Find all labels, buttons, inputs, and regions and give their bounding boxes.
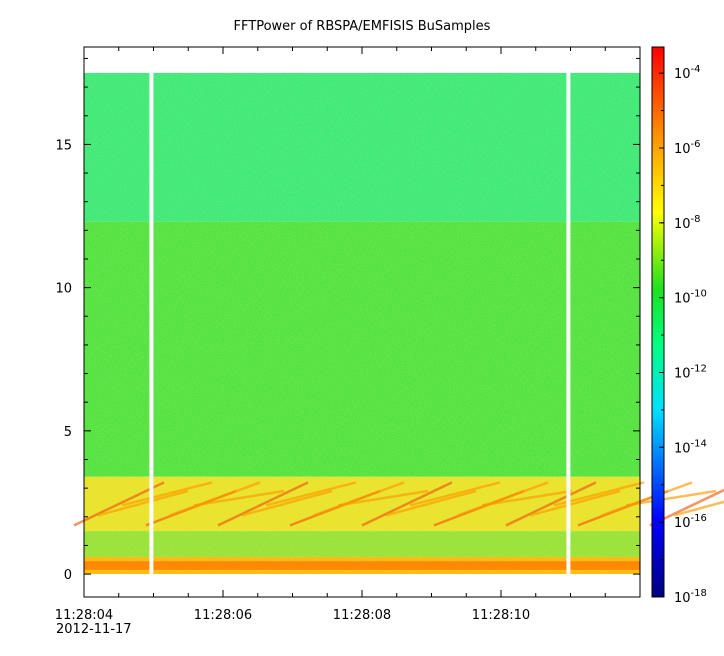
colorbar-tick-label: 10-6 <box>674 139 701 157</box>
chorus-streak <box>457 481 549 517</box>
chorus-streak <box>625 489 717 507</box>
colorbar-tick-label: 10-16 <box>674 513 707 531</box>
colorbar-tick-label: 10-8 <box>674 214 701 232</box>
y-tick-label: 5 <box>64 425 72 440</box>
x-tick-label: 11:28:06 <box>194 608 252 623</box>
data-gap <box>566 72 571 575</box>
chorus-streak <box>601 481 693 517</box>
chorus-streak <box>193 489 285 507</box>
colorbar-tick-label: 10-14 <box>674 438 707 456</box>
chorus-streak <box>481 489 573 507</box>
y-tick-label: 15 <box>55 138 72 153</box>
spectrogram-band-texture-3 <box>84 531 640 557</box>
colorbar-gradient <box>651 46 665 598</box>
chorus-streak <box>97 489 189 517</box>
chorus-streak <box>217 481 309 527</box>
colorbar-tick-label: 10-4 <box>674 64 701 82</box>
x-tick-label: 11:28:08 <box>333 608 391 623</box>
chorus-streak <box>313 481 405 517</box>
chorus-streak <box>121 481 213 507</box>
plot-area <box>73 46 724 598</box>
spectrogram-band-texture-0 <box>84 72 640 222</box>
y-tick-label: 10 <box>55 282 72 297</box>
colorbar-tick-label: 10-10 <box>674 289 707 307</box>
x-tick-label: 11:28:10 <box>472 608 530 623</box>
y-axis: 0 5 10 15 <box>55 57 640 583</box>
chorus-streak <box>169 481 261 517</box>
chorus-streak <box>337 489 429 507</box>
chorus-streak <box>649 488 724 527</box>
chart-title: FFTPower of RBSPA/EMFISIS BuSamples <box>234 19 491 34</box>
chorus-streak <box>265 481 357 507</box>
chorus-streak <box>385 489 477 517</box>
spectrogram-band-texture-2 <box>84 476 640 532</box>
chorus-streak <box>409 481 501 507</box>
chorus-streak <box>361 481 453 527</box>
spectrogram-band-texture-1 <box>84 221 640 477</box>
chorus-streak <box>73 481 165 527</box>
x-tick-label: 11:28:04 <box>55 608 113 623</box>
chorus-streak <box>673 500 724 517</box>
colorbar-tick-label: 10-12 <box>674 363 707 381</box>
chorus-streak <box>241 489 333 517</box>
emission-line <box>84 561 640 570</box>
x-axis: 11:28:04 11:28:06 11:28:08 11:28:10 <box>55 47 641 623</box>
data-gap <box>149 72 154 575</box>
chorus-streaks <box>73 481 724 527</box>
y-tick-label: 0 <box>64 568 72 583</box>
colorbar: 10-4 10-6 10-8 10-10 10-12 10-14 10-16 10-18 <box>651 46 707 606</box>
colorbar-tick-label: 10-18 <box>674 588 707 606</box>
chorus-streak <box>505 481 597 527</box>
chorus-streak <box>529 489 621 517</box>
x-axis-date-label: 2012-11-17 <box>56 622 132 637</box>
